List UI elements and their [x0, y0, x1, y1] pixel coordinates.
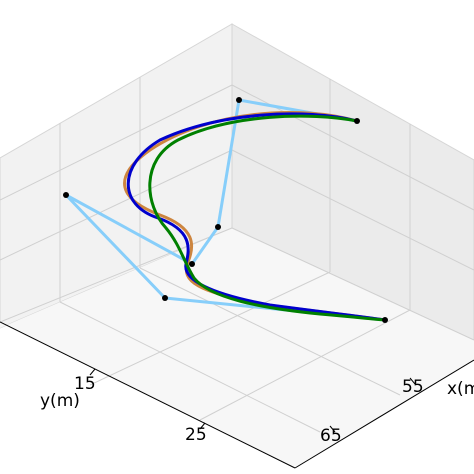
axis-edges	[0, 321, 474, 469]
control-point-1	[354, 118, 360, 124]
y-tick-label-25: 25	[185, 425, 207, 445]
control-point-6	[162, 295, 168, 301]
x-tick-label-55: 55	[402, 377, 424, 397]
series-curve-3	[148, 114, 387, 322]
control-point-7	[382, 317, 388, 323]
control-point-4	[189, 261, 195, 267]
control-points	[63, 97, 388, 323]
grid-lines	[0, 77, 474, 433]
floor-pane	[0, 228, 474, 468]
control-point-2	[236, 97, 242, 103]
series-curve-2	[126, 112, 387, 322]
tick-marks	[89, 368, 416, 433]
back-pane-right	[231, 23, 474, 341]
x-tick-label-65: 65	[320, 426, 342, 446]
control-point-5	[63, 192, 69, 198]
y-axis-label: y(m)	[40, 391, 80, 411]
x-axis-label: x(m)	[447, 379, 474, 399]
y-tick-label-15: 15	[74, 374, 96, 394]
control-point-3	[215, 224, 221, 230]
